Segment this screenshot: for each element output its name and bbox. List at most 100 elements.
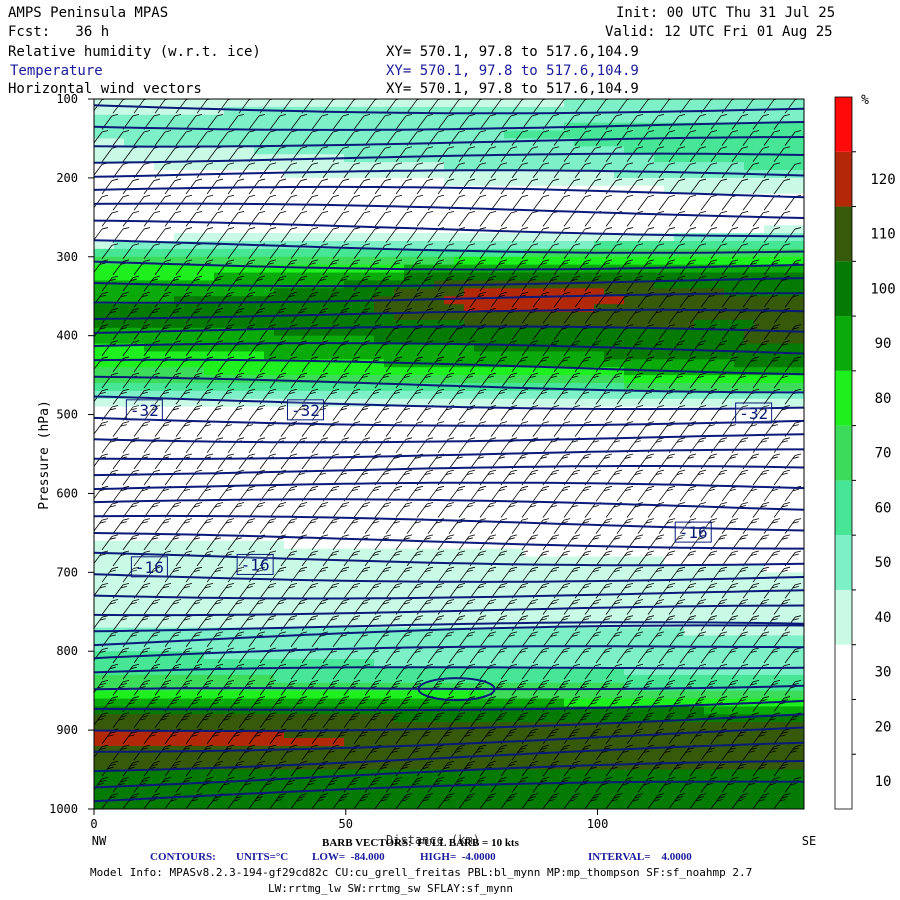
rh-cell <box>474 525 485 534</box>
rh-cell <box>284 572 295 581</box>
rh-cell <box>654 343 665 353</box>
rh-cell <box>644 525 655 534</box>
rh-cell <box>744 367 755 376</box>
rh-cell <box>414 588 425 597</box>
rh-cell <box>794 225 804 234</box>
rh-cell <box>594 517 605 526</box>
rh-cell <box>474 99 485 108</box>
rh-cell <box>144 383 155 392</box>
rh-cell <box>694 596 705 605</box>
rh-cell <box>654 572 665 581</box>
rh-cell <box>584 383 595 392</box>
rh-cell <box>584 256 595 266</box>
rh-cell <box>284 627 295 637</box>
rh-cell <box>174 359 185 368</box>
rh-cell <box>774 438 785 447</box>
rh-cell <box>194 438 205 447</box>
rh-cell <box>354 596 365 605</box>
rh-cell <box>684 99 695 108</box>
rh-cell <box>454 335 465 345</box>
rh-cell <box>354 248 365 258</box>
rh-cell <box>494 398 505 408</box>
rh-cell <box>384 217 395 226</box>
rh-cell <box>744 99 755 108</box>
rh-cell <box>754 572 765 581</box>
rh-cell <box>584 154 595 163</box>
rh-cell <box>204 398 215 408</box>
rh-cell <box>414 201 425 211</box>
rh-cell <box>194 643 205 652</box>
rh-cell <box>504 170 515 179</box>
rh-cell <box>164 627 175 637</box>
rh-cell <box>114 177 125 187</box>
rh-cell <box>124 367 135 376</box>
rh-cell <box>644 367 655 376</box>
rh-cell <box>524 138 535 147</box>
rh-cell <box>204 327 215 337</box>
rh-cell <box>144 509 155 518</box>
rh-cell <box>554 106 565 116</box>
rh-cell <box>334 177 345 187</box>
rh-cell <box>354 461 365 471</box>
rh-cell <box>304 170 315 179</box>
rh-cell <box>664 572 675 581</box>
rh-cell <box>304 138 315 147</box>
rh-cell <box>664 335 675 345</box>
rh-cell <box>134 501 145 510</box>
rh-cell <box>674 635 685 644</box>
rh-cell <box>754 454 765 463</box>
rh-cell <box>384 256 395 266</box>
rh-cell <box>334 564 345 573</box>
rh-cell <box>454 493 465 502</box>
rh-cell <box>514 343 525 353</box>
rh-cell <box>344 390 355 400</box>
rh-cell <box>574 217 585 226</box>
rh-cell <box>694 327 705 337</box>
rh-cell <box>434 406 445 416</box>
rh-cell <box>164 154 175 163</box>
rh-cell <box>394 280 405 289</box>
rh-cell <box>674 209 685 218</box>
rh-cell <box>584 106 595 116</box>
rh-cell <box>454 446 465 455</box>
rh-cell <box>794 383 804 392</box>
rh-cell <box>394 454 405 463</box>
rh-cell <box>374 319 385 329</box>
rh-cell <box>664 217 675 226</box>
rh-cell <box>214 359 225 368</box>
rh-cell <box>314 351 325 360</box>
rh-cell <box>524 485 535 495</box>
rh-cell <box>274 485 285 495</box>
rh-cell <box>454 509 465 518</box>
rh-cell <box>104 540 115 550</box>
rh-cell <box>774 201 785 211</box>
rh-cell <box>364 485 375 495</box>
rh-cell <box>674 327 685 337</box>
rh-cell <box>244 532 255 542</box>
rh-cell <box>644 477 655 487</box>
rh-cell <box>654 422 665 431</box>
rh-cell <box>454 548 465 558</box>
rh-cell <box>134 312 145 321</box>
rh-cell <box>264 138 275 147</box>
rh-cell <box>424 580 435 589</box>
rh-cell <box>754 280 765 289</box>
rh-cell <box>684 430 695 439</box>
rh-cell <box>214 248 225 258</box>
rh-cell <box>584 548 595 558</box>
rh-cell <box>134 596 145 605</box>
rh-cell <box>134 556 145 566</box>
rh-cell <box>414 517 425 526</box>
rh-cell <box>244 619 255 629</box>
rh-cell <box>414 170 425 179</box>
rh-cell <box>114 264 125 274</box>
rh-cell <box>334 525 345 534</box>
rh-cell <box>674 414 685 424</box>
rh-cell <box>524 233 535 242</box>
rh-cell <box>734 343 745 353</box>
rh-cell <box>334 383 345 392</box>
rh-cell <box>794 319 804 329</box>
rh-cell <box>454 201 465 211</box>
rh-cell <box>304 335 315 345</box>
rh-cell <box>264 383 275 392</box>
